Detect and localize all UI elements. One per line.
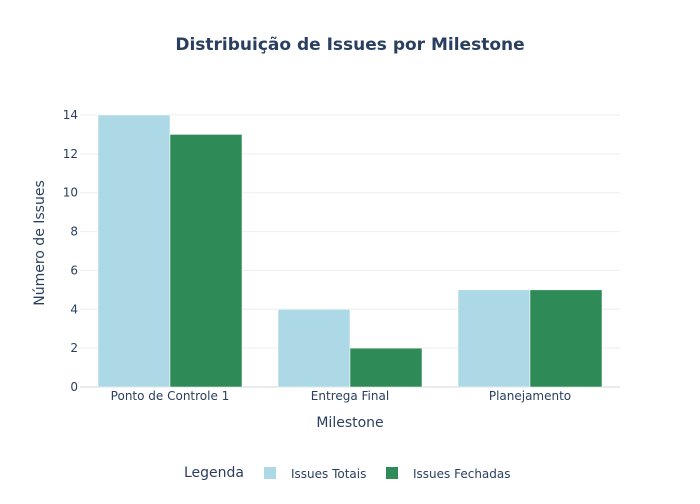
y-tick-label: 12: [63, 147, 78, 161]
y-axis-ticks: 0 2 4 6 8 10 12 14: [63, 108, 78, 394]
legend-label: Issues Totais: [291, 467, 366, 481]
y-tick-label: 2: [70, 341, 78, 355]
legend: Legenda Issues Totais Issues Fechadas: [184, 465, 511, 481]
y-tick-label: 0: [70, 380, 78, 394]
bar-closed-2: [529, 289, 603, 388]
y-tick-label: 14: [63, 108, 78, 122]
x-tick-label: Entrega Final: [311, 389, 389, 403]
x-tick-label: Ponto de Controle 1: [111, 389, 230, 403]
bar-total-0: [97, 114, 171, 388]
legend-label: Issues Fechadas: [413, 467, 511, 481]
legend-item-closed[interactable]: Issues Fechadas: [386, 467, 511, 481]
y-tick-label: 10: [63, 186, 78, 200]
y-tick-label: 8: [70, 225, 78, 239]
y-tick-label: 6: [70, 263, 78, 277]
y-tick-label: 4: [70, 302, 78, 316]
bar-closed-0: [169, 134, 243, 388]
x-tick-label: Planejamento: [489, 389, 571, 403]
bar-closed-1: [349, 347, 423, 388]
legend-items: Issues Totais Issues Fechadas: [264, 467, 511, 481]
x-axis-ticks: Ponto de Controle 1 Entrega Final Planejam…: [111, 389, 571, 403]
x-axis-title: Milestone: [316, 415, 383, 431]
legend-item-total[interactable]: Issues Totais: [264, 467, 366, 481]
legend-swatch: [264, 467, 276, 479]
legend-swatch: [386, 467, 398, 479]
bar-total-1: [277, 309, 351, 388]
bar-total-2: [457, 289, 531, 388]
bars: [97, 114, 603, 388]
legend-title: Legenda: [184, 465, 244, 481]
y-axis-title: Número de Issues: [32, 180, 48, 306]
chart-title: Distribuição de Issues por Milestone: [175, 35, 524, 55]
